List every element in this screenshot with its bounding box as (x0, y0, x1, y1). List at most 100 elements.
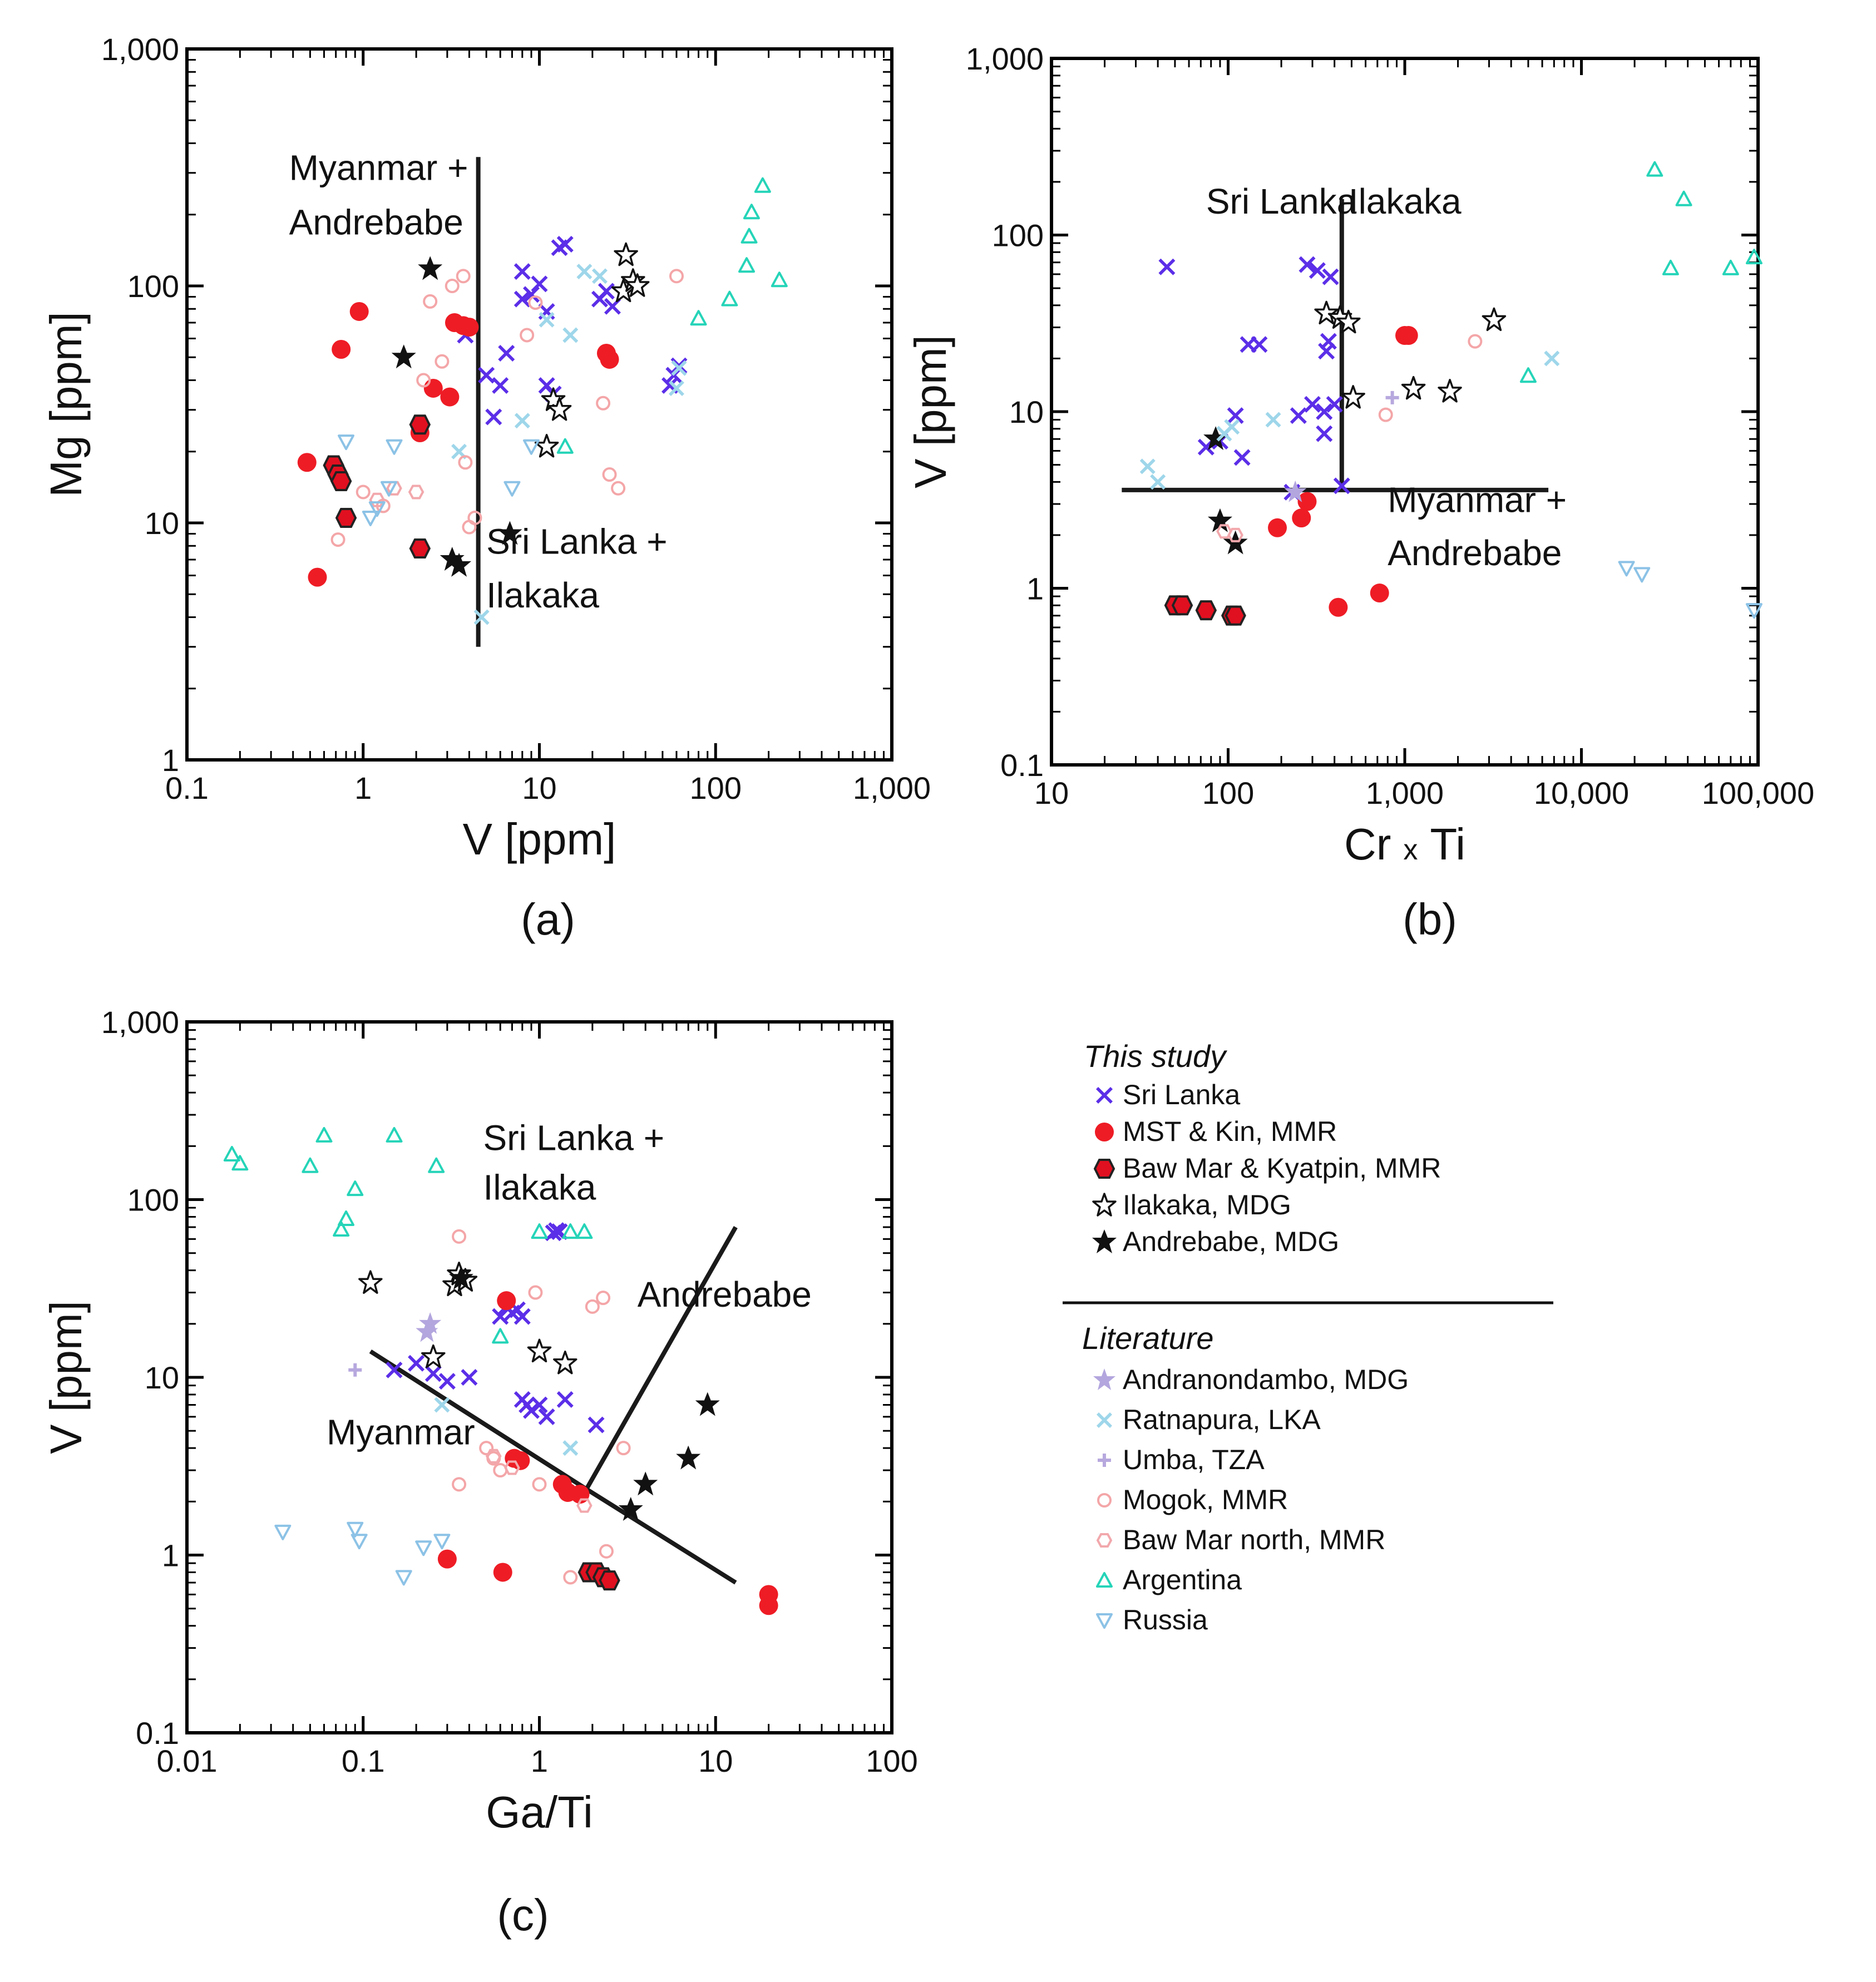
y-tick-label: 0.1 (1000, 748, 1044, 783)
point-sri-lanka (556, 1391, 574, 1408)
point-mogok (1378, 407, 1393, 422)
point-ilakaka (1438, 379, 1462, 403)
legend-marker (1093, 1368, 1115, 1390)
point-sri-lanka (1233, 449, 1251, 466)
point-russia (433, 1534, 451, 1550)
point-ilakaka (553, 1350, 577, 1375)
panel-label: (c) (497, 1890, 549, 1940)
point-ilakaka (614, 242, 638, 266)
point-ratnapura (1139, 458, 1156, 475)
legend-item-mst-kin: MST & Kin, MMR (1095, 1116, 1337, 1147)
x-tick-label: 0.1 (342, 1743, 385, 1778)
y-tick-label: 10 (145, 1360, 179, 1395)
point-mogok (611, 481, 626, 496)
point-mogok (452, 1229, 467, 1244)
legend: This study Sri Lanka MST & Kin, MMR Baw Ma… (1063, 1039, 1553, 1635)
point-mogok (616, 1441, 631, 1456)
legend-this-study-title: This study (1084, 1039, 1227, 1074)
legend-item-sri-lanka: Sri Lanka (1096, 1079, 1240, 1110)
x-tick-label: 10,000 (1534, 775, 1629, 810)
legend-label: Baw Mar north, MMR (1123, 1524, 1385, 1555)
point-andrebabe (695, 1392, 720, 1416)
field-annotation: Sri Lanka + (486, 522, 668, 562)
point-mogok (669, 269, 684, 284)
point-mogok (493, 1463, 508, 1478)
x-tick-label: 1 (354, 770, 372, 805)
point-baw-mar-kyatpin (330, 471, 352, 491)
point-argentina (231, 1155, 249, 1171)
point-ilakaka (1314, 300, 1339, 325)
point-ratnapura (671, 360, 687, 376)
x-tick-label: 1 (531, 1743, 548, 1778)
legend-label: Umba, TZA (1123, 1444, 1265, 1475)
point-ratnapura (562, 327, 579, 343)
point-baw-mar-kyatpin (1225, 605, 1246, 626)
legend-literature-title: Literature (1082, 1321, 1214, 1356)
x-tick-label: 10 (1034, 775, 1069, 810)
point-mst-kin (1329, 597, 1348, 617)
legend-marker (1094, 1159, 1115, 1179)
point-mst-kin (759, 1596, 778, 1615)
y-tick-label: 1 (1026, 571, 1044, 606)
point-mogok (599, 1544, 614, 1559)
y-tick-label: 100 (127, 269, 179, 304)
field-boundary-line (584, 1226, 738, 1490)
y-tick-label: 1,000 (966, 41, 1044, 76)
point-argentina (1519, 367, 1537, 383)
point-mogok (445, 279, 460, 293)
legend-label: Ilakaka, MDG (1123, 1189, 1291, 1220)
point-sri-lanka (1290, 407, 1307, 424)
point-ratnapura (591, 268, 608, 284)
point-argentina (743, 204, 760, 220)
point-ilakaka (1341, 385, 1365, 409)
point-baw-mar-kyatpin (409, 414, 431, 435)
y-tick-label: 1 (162, 1538, 179, 1573)
point-mst-kin (332, 340, 351, 359)
point-argentina (754, 177, 771, 193)
point-sri-lanka (531, 275, 548, 293)
y-tick-label: 1 (162, 743, 179, 778)
point-mst-kin (423, 378, 443, 398)
point-sri-lanka (408, 1355, 425, 1372)
point-argentina (338, 1210, 355, 1226)
x-axis-label: Ga/Ti (486, 1787, 593, 1837)
point-mst-kin (460, 318, 479, 337)
point-ilakaka (527, 1338, 552, 1363)
x-tick-label: 100 (866, 1743, 917, 1778)
x-tick-label: 0.01 (157, 1743, 218, 1778)
y-tick-label: 1,000 (101, 1005, 179, 1040)
legend-item-ilakaka: Ilakaka, MDG (1092, 1189, 1291, 1220)
point-argentina (1662, 259, 1679, 275)
point-russia (523, 439, 540, 455)
point-argentina (1722, 259, 1739, 275)
point-russia (1633, 567, 1651, 583)
axis-ticks (185, 1020, 893, 1734)
point-ilakaka (1482, 307, 1507, 332)
point-ilakaka (358, 1270, 383, 1294)
point-russia (395, 1570, 412, 1586)
y-axis-label: V [ppm] (906, 335, 955, 488)
panel-label: (b) (1403, 894, 1457, 944)
point-mogok (435, 354, 450, 369)
point-argentina (740, 228, 758, 244)
point-baw-mar-kyatpin (1195, 600, 1217, 621)
point-ilakaka (421, 1344, 446, 1368)
point-sri-lanka (588, 1416, 605, 1434)
point-russia (338, 434, 355, 451)
point-mogok (602, 467, 617, 482)
point-ilakaka (534, 433, 559, 458)
y-tick-label: 1,000 (101, 32, 179, 67)
point-ratnapura (1544, 350, 1560, 367)
point-andrebabe (633, 1471, 658, 1496)
legend-marker (1095, 1123, 1114, 1141)
point-russia (415, 1540, 432, 1556)
legend-item-argentina: Argentina (1096, 1564, 1242, 1595)
x-axis-label: V [ppm] (463, 814, 616, 864)
point-sri-lanka (498, 344, 515, 362)
legend-label: Andranondambo, MDG (1123, 1364, 1409, 1395)
point-ratnapura (539, 312, 555, 328)
point-sri-lanka (1158, 258, 1176, 275)
point-mogok (563, 1570, 578, 1585)
legend-label: Sri Lanka (1123, 1079, 1240, 1110)
